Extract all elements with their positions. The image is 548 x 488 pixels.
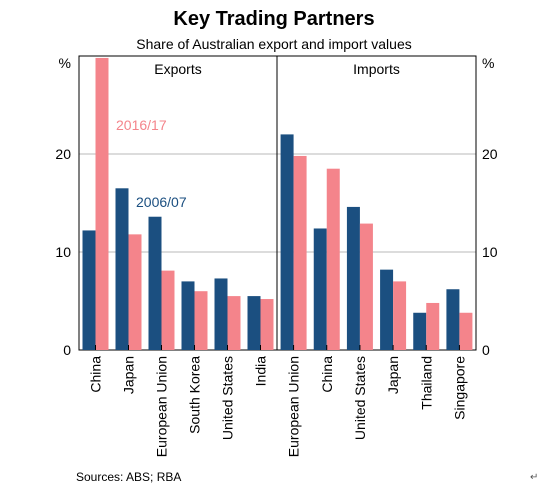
y-tick-label-right: 20 [482, 146, 498, 162]
x-tick-label: European Union [154, 356, 170, 457]
y-unit-left: % [59, 55, 71, 71]
bar-2016-17 [326, 168, 340, 350]
y-tick-label-right: 0 [482, 342, 490, 358]
bar-2016-17 [260, 299, 274, 350]
y-tick-label-left: 20 [55, 146, 71, 162]
bar-2006-07 [346, 206, 360, 350]
bar-2006-07 [82, 230, 96, 350]
bar-2006-07 [148, 216, 162, 350]
bar-2016-17 [426, 302, 440, 350]
panel-title-exports: Exports [154, 61, 201, 77]
bar-2016-17 [293, 155, 307, 350]
bar-2006-07 [280, 134, 294, 350]
y-tick-label-left: 10 [55, 244, 71, 260]
x-tick-label: Japan [121, 356, 137, 394]
bar-2016-17 [161, 270, 175, 350]
bar-2006-07 [413, 312, 427, 350]
y-unit-right: % [482, 55, 494, 71]
paragraph-return-icon: ↵ [530, 472, 539, 483]
chart-title: Key Trading Partners [173, 8, 375, 30]
bar-2006-07 [181, 281, 195, 350]
bar-2006-07 [247, 296, 261, 350]
bar-2006-07 [115, 188, 129, 350]
x-tick-label: India [253, 356, 269, 387]
bar-2006-07 [313, 228, 327, 350]
chart-source-note: Sources: ABS; RBA [76, 470, 182, 484]
x-tick-label: Singapore [451, 356, 467, 420]
x-tick-label: Thailand [418, 356, 434, 410]
y-tick-label-right: 10 [482, 244, 498, 260]
bar-2016-17 [194, 291, 208, 350]
chart-subtitle: Share of Australian export and import va… [136, 36, 412, 52]
x-tick-label: United States [352, 356, 368, 440]
bar-2006-07 [446, 289, 460, 350]
legend-label-2006-07: 2006/07 [136, 194, 187, 210]
x-tick-label: Japan [385, 356, 401, 394]
bar-2016-17 [128, 234, 142, 350]
legend-label-2016-17: 2016/17 [116, 117, 167, 133]
x-tick-label: United States [220, 356, 236, 440]
panel-title-imports: Imports [353, 61, 400, 77]
x-tick-label: South Korea [187, 356, 203, 434]
bar-2016-17 [393, 281, 407, 350]
bar-2016-17 [227, 296, 241, 350]
bar-2016-17 [459, 312, 473, 350]
x-tick-label: European Union [286, 356, 302, 457]
y-tick-label-left: 0 [63, 342, 71, 358]
bar-2016-17 [95, 57, 109, 351]
x-tick-label: China [319, 356, 335, 393]
bar-2016-17 [359, 223, 373, 350]
bar-2006-07 [380, 269, 394, 350]
bar-2006-07 [214, 278, 228, 350]
x-tick-label: China [88, 356, 104, 393]
